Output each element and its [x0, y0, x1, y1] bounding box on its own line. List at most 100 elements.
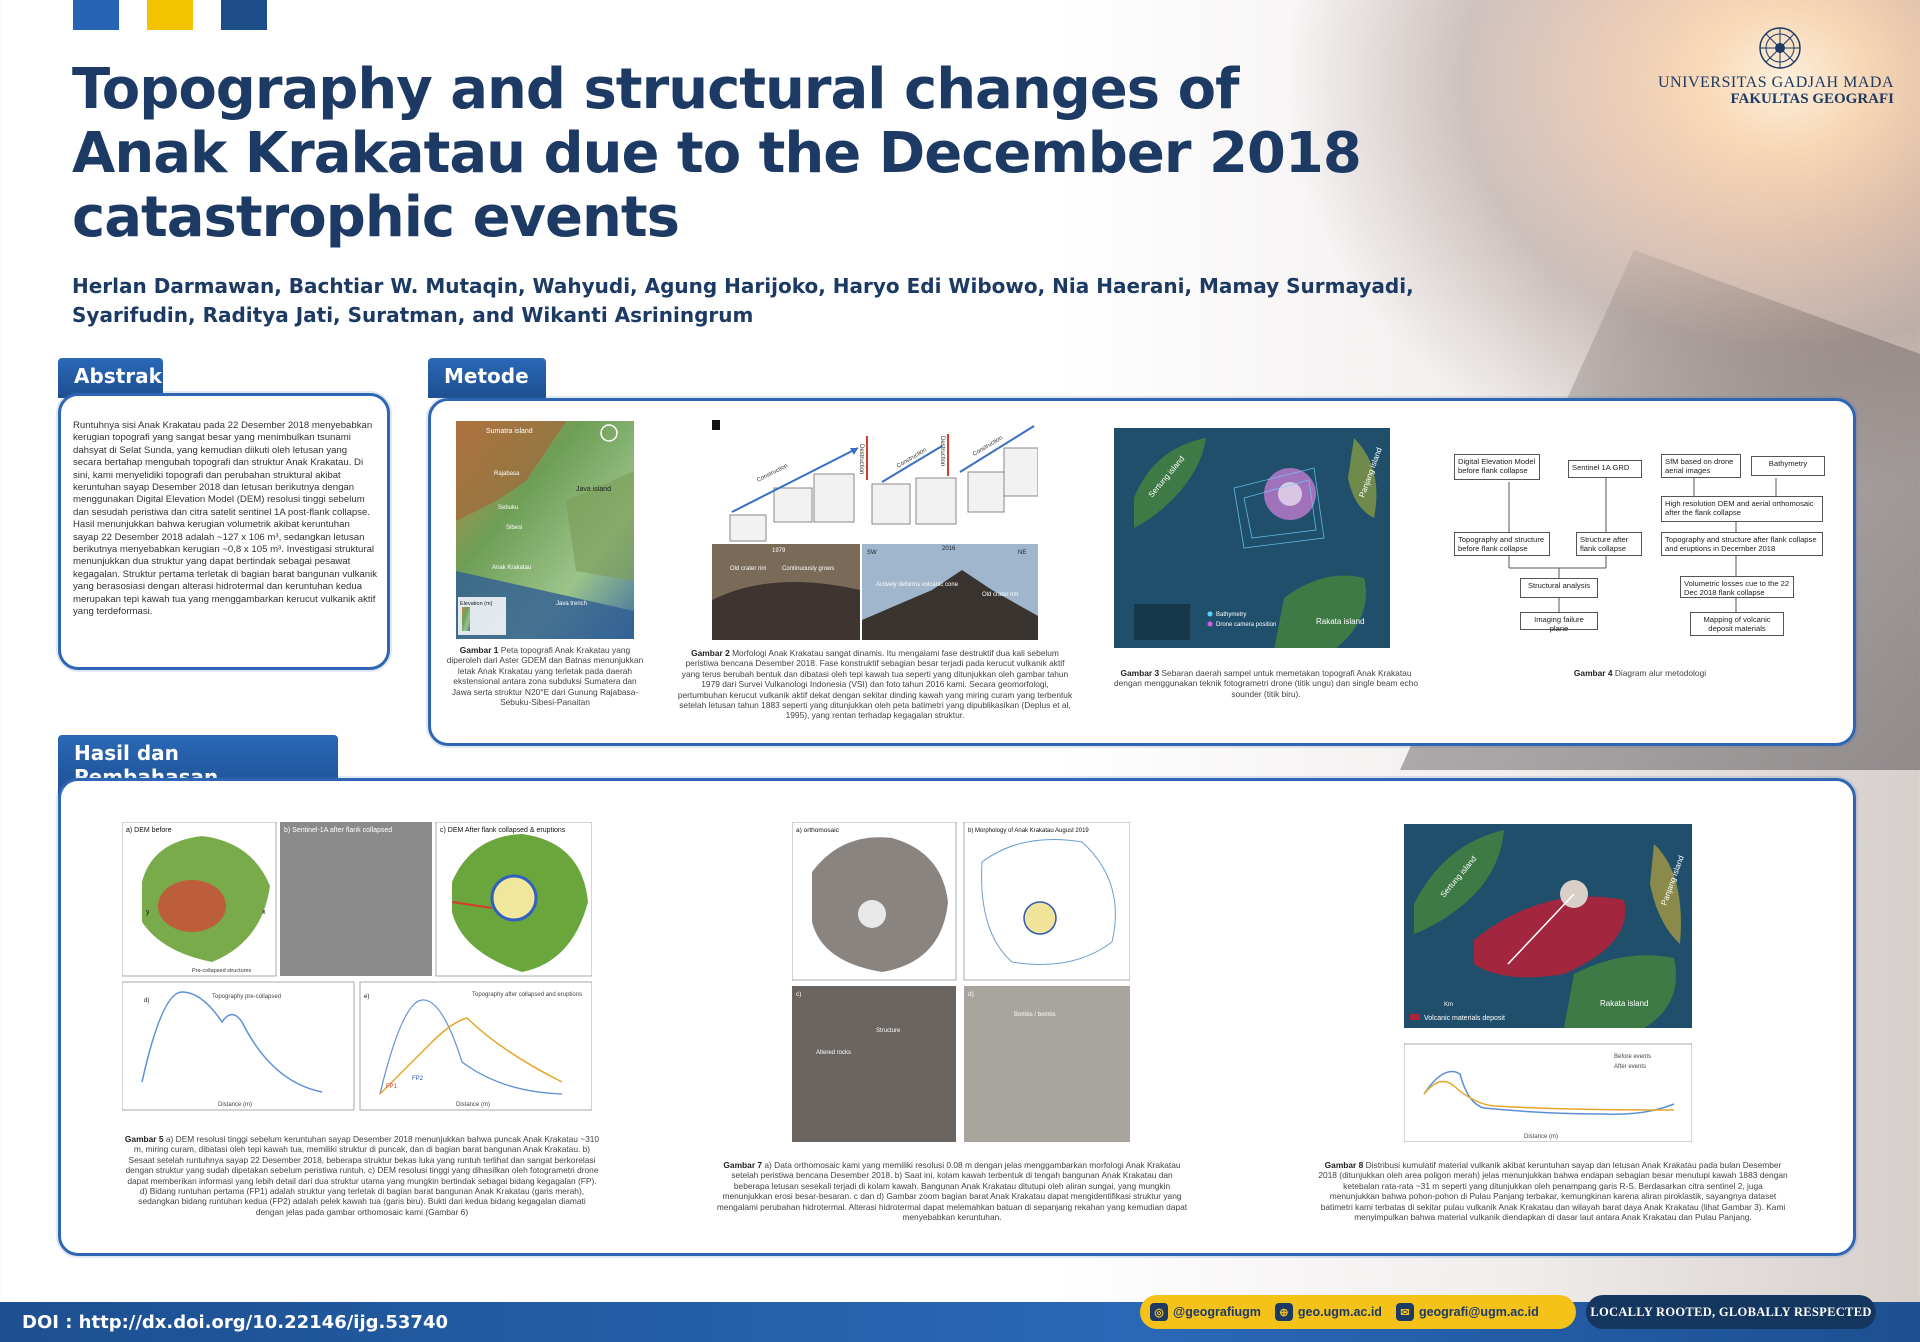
scale-km: Km [1444, 1002, 1453, 1008]
satellite-sample-map: Sertung island Panjang island Rakata isl… [1114, 428, 1390, 650]
map-legend-elevation: Elevation (m) [460, 601, 493, 607]
orthomosaic-panels: a) orthomosaic b) Morphology of Anak Kra… [791, 821, 1131, 1142]
globe-icon: ⊕ [1274, 1303, 1293, 1321]
instagram-icon: ◎ [1150, 1303, 1168, 1321]
map-label-sebuku: Sebuku [498, 505, 518, 511]
figure-5-label: Gambar 5 [124, 1134, 164, 1144]
deposit-map-and-profile: Sertung island Panjang island Rakata isl… [1403, 824, 1693, 1143]
bombs-label: Bombs / bombs [1014, 1012, 1056, 1018]
legend-drone: Drone camera position [1216, 622, 1276, 628]
figure-8-label: Gambar 8 [1324, 1160, 1364, 1170]
legend-before: Before events [1614, 1054, 1651, 1060]
fp2-label: FP2 [412, 1076, 424, 1082]
email-contact[interactable]: ✉ geografi@ugm.ac.id [1395, 1303, 1539, 1321]
figure-8-deposit-map: Sertung island Panjang island Rakata isl… [1403, 824, 1693, 1143]
figure-3-caption: Gambar 3 Sebaran daerah sampel untuk mem… [1113, 668, 1419, 699]
flow-box-sfm: SfM based on drone aerial images [1661, 454, 1741, 478]
figure-4-label: Gambar 4 [1573, 668, 1613, 678]
contact-bar: ◎ @geografiugm ⊕ geo.ugm.ac.id ✉ geograf… [1140, 1295, 1576, 1329]
poster-title: Topography and structural changes of Ana… [72, 57, 1362, 250]
figure-3-label: Gambar 3 [1120, 668, 1160, 678]
map-label-java-trench: Java trench [556, 601, 587, 607]
instagram-contact[interactable]: ◎ @geografiugm [1150, 1303, 1261, 1321]
decorative-squares [73, 0, 267, 30]
phase-label-1: Construction [756, 463, 789, 484]
mail-icon: ✉ [1395, 1303, 1414, 1321]
figure-4-caption: Gambar 4 Diagram alur metodologi [1573, 668, 1707, 678]
legend-after-collapsed: Topography after collapsed and eruptions [472, 992, 582, 998]
blue-square [73, 0, 119, 30]
map-label-sibesi: Sibesi [506, 525, 522, 531]
legend-bathymetry: Bathymetry [1216, 612, 1246, 618]
photo-2016-sw: SW [867, 550, 877, 556]
ugm-emblem-icon [1759, 27, 1801, 69]
figure-7-caption: Gambar 7 a) Data orthomosaic kami yang m… [716, 1160, 1188, 1223]
flow-box-after: Topography and structure after flank col… [1661, 532, 1823, 556]
phase-label-4: Destruction [939, 436, 945, 466]
dem-and-profile-panels: a) DEM before b) Sentinel-1A after flank… [121, 821, 593, 1111]
flow-box-sentinel: Sentinel 1A GRD [1568, 460, 1642, 478]
section-tab-method: Metode [428, 358, 546, 398]
phase-label-2: Destruction [858, 444, 864, 474]
figure-5-caption: Gambar 5 a) DEM resolusi tinggi sebelum … [124, 1134, 600, 1217]
panel-e-label: e) [364, 994, 369, 1000]
flow-box-structural-analysis: Structural analysis [1520, 578, 1598, 598]
panel-d-label: d) [144, 998, 149, 1004]
photo-2016-old-rim: Old crater rim [982, 592, 1018, 598]
map-label-rajabasa: Rajabasa [494, 471, 520, 477]
figure-4-flowchart: Digital Elevation Model before flank col… [1454, 452, 1828, 638]
legend-after: After events [1614, 1064, 1646, 1070]
panel-c-label: c) DEM After flank collapsed & eruptions [440, 827, 566, 834]
photo-2016-year: 2016 [942, 546, 956, 552]
yellow-square [147, 0, 193, 30]
flow-box-volumetric: Volumetric losses cue to the 22 Dec 2018… [1680, 576, 1794, 598]
rakata-label: Rakata island [1600, 999, 1648, 1008]
flow-box-dem: Digital Elevation Model before flank col… [1454, 454, 1540, 480]
photo-2016-ne: NE [1018, 550, 1026, 556]
panel-a-label: a) DEM before [126, 827, 172, 834]
abstract-text: Runtuhnya sisi Anak Krakatau pada 22 Des… [73, 420, 377, 618]
profile-start-y: y [146, 909, 150, 916]
map-label-java: Java island [576, 486, 611, 493]
flow-box-hires-dem: High resolution DEM and aerial orthomosa… [1661, 496, 1823, 522]
figure-2-caption: Gambar 2 Morfologi Anak Krakatau sangat … [677, 648, 1073, 721]
panel-morphology-label: b) Morphology of Anak Krakatau August 20… [968, 828, 1089, 834]
figure-2-morphology: Construction Destruction Construction De… [712, 420, 1039, 640]
figure-1-map: Sumatra island Java island Rajabasa Sebu… [456, 421, 634, 639]
photo-1979-year: 1979 [772, 548, 786, 554]
abstract-panel [58, 393, 390, 670]
structure-label: Structure [876, 1028, 901, 1034]
flow-box-bathymetry: Bathymetry [1751, 456, 1825, 476]
pre-structures-legend: Pre-collapsed structures [192, 968, 252, 974]
flow-box-before: Topography and structure before flank co… [1454, 532, 1550, 556]
photo-1979-old-rim: Old crater rim [730, 566, 766, 572]
panel-d-label: d) [968, 991, 974, 998]
photo-1979-grows: Continuously grows [782, 566, 834, 572]
figure-7-label: Gambar 7 [723, 1160, 763, 1170]
website-contact[interactable]: ⊕ geo.ugm.ac.id [1274, 1303, 1382, 1321]
xlabel-d: Distance (m) [218, 1102, 252, 1108]
flowchart-connectors [1508, 478, 1777, 612]
navy-square [221, 0, 267, 30]
section-tab-abstract: Abstrak [58, 358, 163, 398]
deposit-legend: Volcanic materials deposit [1424, 1015, 1505, 1022]
photo-2016-cone: Actively deforms volcanic cone [876, 582, 959, 588]
faculty-name: FAKULTAS GEOGRAFI [1730, 91, 1895, 107]
panel-b-label: b) Sentinel-1A after flank collapsed [284, 827, 392, 834]
xlabel-e: Distance (m) [456, 1102, 490, 1108]
instagram-handle: @geografiugm [1173, 1305, 1261, 1319]
xlabel-distance: Distance (m) [1524, 1134, 1558, 1140]
university-logo: UNIVERSITAS GADJAH MADA FAKULTAS GEOGRAF… [1634, 26, 1894, 107]
university-name: UNIVERSITAS GADJAH MADA [1658, 74, 1894, 91]
doi-link[interactable]: DOI : http://dx.doi.org/10.22146/ijg.537… [22, 1312, 448, 1333]
email-address: geografi@ugm.ac.id [1418, 1305, 1539, 1319]
morphology-diagram: Construction Destruction Construction De… [712, 420, 1039, 640]
map-label-sumatra: Sumatra island [486, 428, 533, 435]
topographic-map: Sumatra island Java island Rajabasa Sebu… [456, 421, 634, 639]
slogan-badge: LOCALLY ROOTED, GLOBALLY RESPECTED [1586, 1295, 1876, 1329]
website-url: geo.ugm.ac.id [1297, 1305, 1382, 1319]
rakata-label: Rakata island [1316, 617, 1364, 626]
fp1-label: FP1 [386, 1084, 398, 1090]
flow-box-mapping: Mapping of volcanic deposit materials [1690, 612, 1784, 636]
figure-5-dem-profiles: a) DEM before b) Sentinel-1A after flank… [121, 821, 593, 1112]
